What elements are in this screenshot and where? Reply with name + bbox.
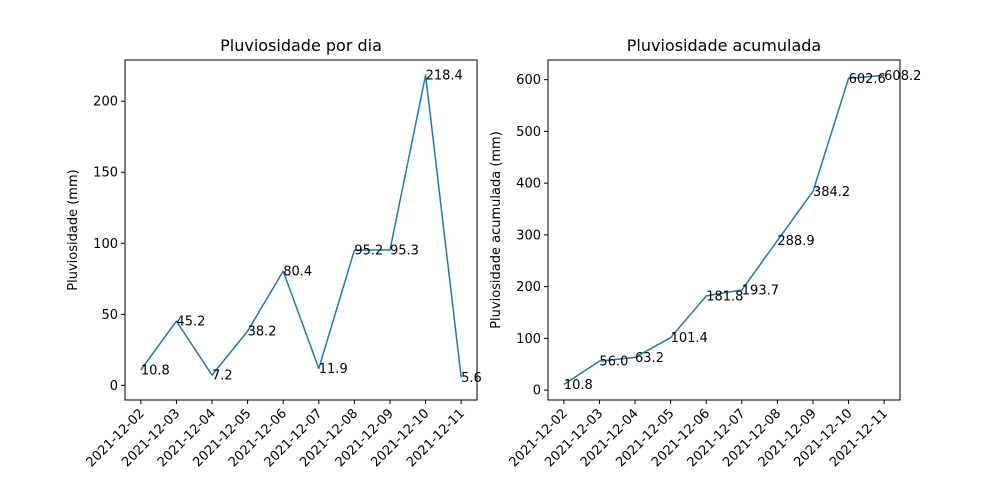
y-tick-label: 100 bbox=[516, 332, 541, 347]
data-label: 11.9 bbox=[319, 362, 348, 377]
y-tick-label: 100 bbox=[93, 237, 118, 252]
y-tick-label: 0 bbox=[533, 384, 541, 399]
chart-title: Pluviosidade por dia bbox=[220, 36, 382, 55]
data-label: 80.4 bbox=[283, 265, 312, 280]
data-label: 181.8 bbox=[706, 290, 743, 305]
data-label: 602.6 bbox=[849, 72, 886, 87]
data-label: 38.2 bbox=[248, 325, 277, 340]
y-tick-label: 200 bbox=[93, 95, 118, 110]
data-label: 288.9 bbox=[777, 234, 814, 249]
data-label: 56.0 bbox=[599, 355, 628, 370]
y-axis-label: Pluviosidade acumulada (mm) bbox=[489, 131, 504, 329]
data-label: 95.3 bbox=[390, 243, 419, 258]
data-label: 10.8 bbox=[141, 364, 170, 379]
y-tick-label: 150 bbox=[93, 166, 118, 181]
data-label: 218.4 bbox=[426, 69, 463, 84]
data-label: 95.2 bbox=[354, 244, 383, 259]
data-label: 10.8 bbox=[564, 378, 593, 393]
data-label: 608.2 bbox=[884, 69, 921, 84]
y-tick-label: 400 bbox=[516, 177, 541, 192]
data-label: 45.2 bbox=[176, 315, 205, 330]
y-axis-label: Pluviosidade (mm) bbox=[66, 169, 81, 290]
data-label: 5.6 bbox=[461, 371, 482, 386]
series-line bbox=[140, 74, 462, 378]
plot-area-frame bbox=[124, 59, 478, 401]
chart-title: Pluviosidade acumulada bbox=[627, 36, 821, 55]
data-label: 193.7 bbox=[742, 283, 779, 298]
y-tick-label: 200 bbox=[516, 280, 541, 295]
y-tick-label: 0 bbox=[110, 379, 118, 394]
data-label: 7.2 bbox=[212, 369, 233, 384]
series-line bbox=[563, 74, 885, 386]
data-label: 384.2 bbox=[813, 185, 850, 200]
y-tick-label: 500 bbox=[516, 125, 541, 140]
data-label: 101.4 bbox=[671, 331, 708, 346]
y-tick-label: 50 bbox=[101, 308, 118, 323]
plot-area-frame bbox=[547, 59, 901, 401]
data-label: 63.2 bbox=[635, 351, 664, 366]
y-tick-label: 300 bbox=[516, 228, 541, 243]
y-tick-label: 600 bbox=[516, 73, 541, 88]
